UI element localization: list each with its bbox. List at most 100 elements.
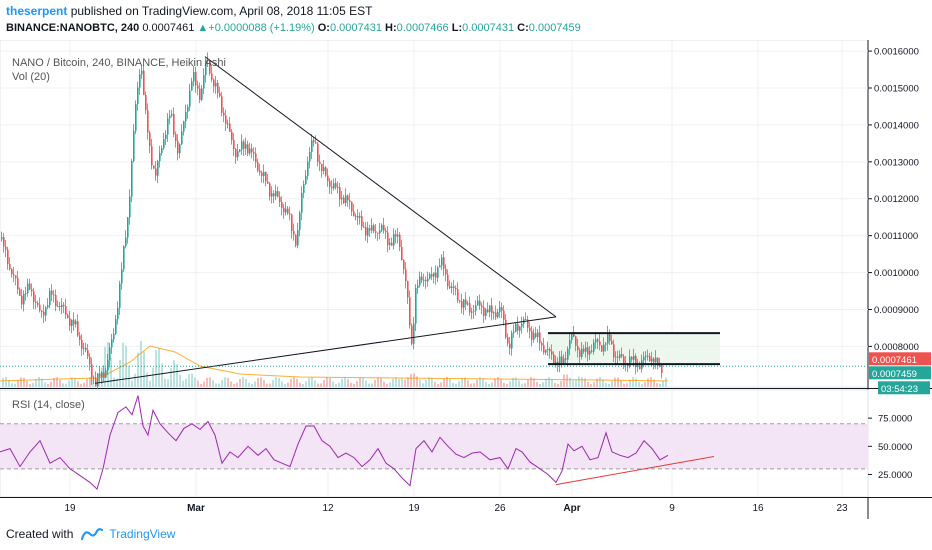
tradingview-brand[interactable]: TradingView — [109, 527, 176, 541]
volume-bar — [563, 374, 565, 387]
volume-bar — [389, 382, 391, 387]
volume-bar — [572, 380, 574, 387]
volume-bar — [527, 379, 529, 387]
candle-series — [1, 52, 663, 390]
candle-body — [297, 230, 299, 246]
time-axis[interactable]: 19 Mar 12 19 26 Apr 9 16 23 — [0, 497, 932, 515]
volume-bar — [437, 383, 439, 387]
tradingview-logo-icon — [81, 528, 104, 541]
triangle-lower-trendline[interactable] — [94, 316, 557, 384]
volume-bar — [626, 383, 628, 387]
rsi-support-trendline[interactable] — [555, 455, 715, 486]
candle-body — [611, 341, 613, 345]
candle-body — [87, 349, 89, 357]
candle-body — [247, 144, 249, 154]
ohlc-line: BINANCE:NANOBTC, 240 0.0007461 ▲+0.00000… — [6, 20, 926, 36]
publish-line: theserpent published on TradingView.com,… — [6, 2, 926, 20]
candle-body — [505, 319, 507, 338]
candle-body — [19, 289, 21, 296]
candle-body — [561, 356, 563, 364]
volume-bar — [386, 383, 388, 387]
candle-body — [221, 96, 223, 113]
volume-bar — [314, 380, 316, 387]
candle-body — [325, 167, 327, 176]
candle-body — [655, 357, 657, 363]
publish-text: published on TradingView.com, April 08, … — [67, 4, 373, 18]
candle-body — [521, 323, 523, 327]
candle-body — [59, 306, 61, 308]
candle-body — [661, 365, 663, 374]
footer: Created with TradingView — [6, 522, 175, 546]
volume-bar — [305, 381, 307, 387]
x-tick-label: 26 — [494, 503, 506, 514]
volume-bar — [299, 382, 301, 387]
volume-bar — [83, 382, 85, 387]
volume-bar — [638, 381, 640, 387]
volume-bar — [47, 383, 49, 387]
candle-body — [455, 287, 457, 290]
candle-body — [539, 332, 541, 344]
volume-bar — [635, 378, 637, 387]
author-link[interactable]: theserpent — [6, 4, 68, 18]
volume-bar — [401, 378, 403, 387]
volume-bar — [212, 380, 214, 387]
volume-bar — [113, 377, 115, 387]
open-label: O: — [317, 22, 330, 34]
y-tick-label: 0.0009000 — [874, 305, 919, 316]
candle-body — [317, 143, 319, 162]
candle-body — [21, 295, 23, 305]
candle-body — [237, 151, 239, 158]
candle-body — [1, 237, 3, 240]
last-price: 0.0007461 — [142, 22, 195, 34]
candle-body — [125, 237, 127, 247]
candle-body — [507, 337, 509, 344]
candle-body — [65, 305, 67, 315]
volume-bar — [410, 373, 412, 387]
candle-body — [441, 257, 443, 266]
volume-bar — [128, 365, 130, 387]
candle-body — [211, 73, 213, 80]
rsi-band — [0, 423, 868, 469]
candle-body — [77, 321, 79, 336]
chart-canvas[interactable]: 0.0016000 0.0015000 0.0014000 0.0013000 0.00… — [0, 40, 932, 520]
x-tick-label: Mar — [187, 503, 205, 514]
volume-bar — [2, 378, 4, 387]
candle-body — [343, 197, 345, 203]
candle-body — [559, 356, 561, 366]
volume-bar — [434, 381, 436, 387]
candle-body — [223, 112, 225, 116]
candle-body — [167, 118, 169, 135]
candle-body — [597, 339, 599, 342]
candle-body — [61, 304, 63, 308]
candle-body — [533, 333, 535, 340]
price-pane[interactable]: 0.0016000 0.0015000 0.0014000 0.0013000 0.00… — [0, 40, 932, 519]
candle-body — [309, 152, 311, 162]
candle-body — [135, 104, 137, 131]
volume-bar — [455, 383, 457, 387]
candle-body — [461, 301, 463, 308]
candle-body — [293, 231, 295, 235]
candle-body — [245, 144, 247, 149]
candle-body — [209, 60, 211, 74]
candle-body — [15, 275, 17, 279]
rsi-pane[interactable]: 75.0000 50.0000 25.0000 RSI (14, close) — [0, 389, 912, 498]
candle-body — [593, 342, 595, 352]
volume-bar — [176, 364, 178, 387]
candle-body — [615, 356, 617, 358]
volume-bar — [35, 379, 37, 387]
candle-body — [417, 285, 419, 288]
candle-body — [405, 269, 407, 282]
candle-body — [357, 215, 359, 218]
candle-body — [551, 351, 553, 355]
volume-bar — [392, 378, 394, 387]
candle-body — [647, 355, 649, 357]
volume-bar — [491, 382, 493, 387]
volume-bar — [533, 378, 535, 387]
candle-body — [391, 242, 393, 246]
candle-body — [339, 187, 341, 200]
candle-body — [603, 344, 605, 352]
triangle-upper-trendline[interactable] — [204, 56, 557, 318]
candle-body — [251, 148, 253, 153]
volume-bar — [215, 383, 217, 387]
candle-body — [535, 333, 537, 337]
